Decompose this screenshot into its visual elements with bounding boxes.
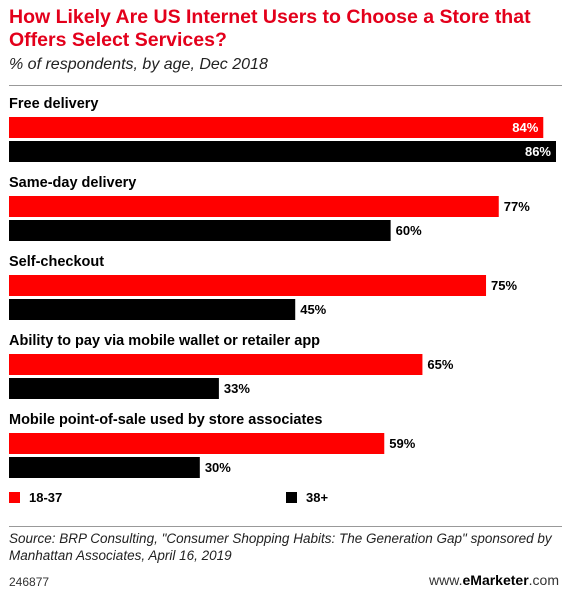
brand-prefix: www.: [429, 572, 463, 588]
value-label-ability-to-pay-via-mobile-wallet-or-retailer-app-18-37: 65%: [427, 357, 453, 372]
value-label-free-delivery-38-plus: 86%: [525, 144, 551, 159]
bar-same-day-delivery-38-plus: [9, 220, 391, 241]
bar-free-delivery-18-37: [9, 117, 544, 138]
category-label-self-checkout: Self-checkout: [9, 254, 104, 270]
legend-item-38-plus: 38+: [286, 490, 328, 505]
bar-self-checkout-38-plus: [9, 299, 296, 320]
source-note: Source: BRP Consulting, "Consumer Shoppi…: [9, 531, 552, 563]
value-label-ability-to-pay-via-mobile-wallet-or-retailer-app-38-plus: 33%: [224, 381, 250, 396]
value-label-mobile-point-of-sale-used-by-store-associates-18-37: 59%: [389, 436, 415, 451]
top-divider: [9, 85, 562, 86]
legend-item-18-37: 18-37: [9, 490, 62, 505]
legend-label-38-plus: 38+: [306, 490, 329, 505]
bar-chart: Free delivery 84% 86% Same-day delivery 77% 6…: [9, 96, 556, 478]
legend-swatch-38-plus: [286, 492, 297, 503]
bar-same-day-delivery-18-37: [9, 196, 499, 217]
legend-swatch-18-37: [9, 492, 20, 503]
value-label-self-checkout-38-plus: 45%: [300, 302, 326, 317]
bar-ability-to-pay-via-mobile-wallet-or-retailer-app-18-37: [9, 354, 423, 375]
bar-ability-to-pay-via-mobile-wallet-or-retailer-app-38-plus: [9, 378, 219, 399]
bar-free-delivery-38-plus: [9, 141, 556, 162]
legend-label-18-37: 18-37: [29, 490, 63, 505]
value-label-self-checkout-18-37: 75%: [491, 278, 517, 293]
bar-self-checkout-18-37: [9, 275, 487, 296]
chart-title: How Likely Are US Internet Users to Choo…: [9, 6, 531, 51]
value-label-mobile-point-of-sale-used-by-store-associates-38-plus: 30%: [205, 460, 231, 475]
bar-mobile-point-of-sale-used-by-store-associates-18-37: [9, 433, 385, 454]
legend: 18-37 38+: [0, 490, 571, 510]
brand-name: eMarketer: [462, 572, 529, 588]
chart-id: 246877: [9, 575, 50, 589]
brand-suffix: .com: [528, 572, 559, 588]
category-label-mobile-point-of-sale-used-by-store-associates: Mobile point-of-sale used by store assoc…: [9, 412, 322, 428]
brand-link[interactable]: www.eMarketer.com: [429, 572, 559, 588]
bar-mobile-point-of-sale-used-by-store-associates-38-plus: [9, 457, 200, 478]
value-label-same-day-delivery-18-37: 77%: [504, 199, 530, 214]
category-label-ability-to-pay-via-mobile-wallet-or-retailer-app: Ability to pay via mobile wallet or reta…: [9, 333, 320, 349]
category-label-free-delivery: Free delivery: [9, 96, 98, 112]
value-label-free-delivery-18-37: 84%: [512, 120, 538, 135]
chart-subtitle: % of respondents, by age, Dec 2018: [9, 56, 268, 73]
bottom-divider: [9, 526, 562, 527]
category-label-same-day-delivery: Same-day delivery: [9, 175, 136, 191]
value-label-same-day-delivery-38-plus: 60%: [396, 223, 422, 238]
